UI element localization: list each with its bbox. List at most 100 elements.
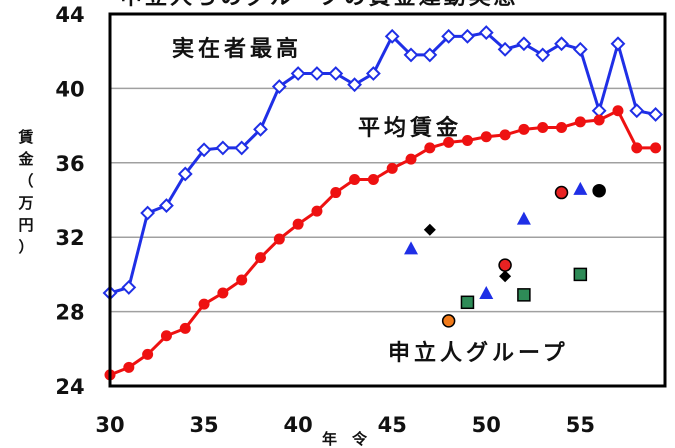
data-point (443, 136, 455, 148)
x-tick-label: 35 (189, 413, 218, 437)
data-point (556, 121, 568, 133)
data-point (236, 274, 248, 286)
group-point-triangle (479, 286, 494, 299)
data-point (347, 77, 362, 93)
data-point (253, 121, 268, 137)
group-point-circle (554, 185, 569, 200)
data-point (271, 79, 287, 94)
data-point (650, 142, 662, 154)
data-point (309, 66, 325, 81)
data-point (572, 41, 588, 57)
data-point (365, 66, 381, 81)
series-label-max: 実在者最高 (172, 36, 302, 62)
y-axis-label: 賃金 （ 万円 ） (17, 128, 34, 256)
data-point (612, 105, 624, 117)
group-point-circle (498, 258, 512, 272)
data-point (367, 174, 379, 186)
group-label: 申立人グループ (388, 340, 569, 366)
group-point-square (460, 295, 475, 310)
y-tick-label: 32 (55, 226, 84, 250)
y-tick-label: 24 (55, 375, 84, 399)
group-point-triangle (404, 241, 419, 255)
x-tick-label: 40 (284, 413, 313, 437)
data-point (518, 123, 530, 135)
data-point (330, 187, 342, 199)
group-point-circle (592, 183, 606, 198)
data-point (328, 66, 344, 81)
data-point (405, 153, 417, 165)
data-point (198, 298, 210, 310)
data-point (497, 41, 513, 57)
data-point (140, 205, 156, 221)
data-point (535, 47, 551, 63)
data-point (610, 36, 626, 52)
y-tick-label: 36 (55, 152, 84, 176)
series-label-average: 平均賃金 (358, 115, 462, 141)
data-point (631, 142, 643, 154)
y-axis-ticks: 24 28 32 36 40 44 (55, 3, 84, 399)
data-point (121, 280, 137, 295)
data-point (292, 218, 304, 230)
group-point-circle (441, 314, 456, 328)
data-point (349, 174, 361, 186)
group-point-square (517, 288, 531, 302)
grid-lines (110, 87, 665, 313)
data-point (215, 140, 231, 156)
data-point (160, 330, 172, 342)
data-point (179, 322, 191, 334)
data-point (386, 162, 398, 174)
x-axis-ticks: 30 35 40 45 50 55 (95, 413, 595, 437)
data-point (460, 28, 475, 44)
x-tick-label: 50 (472, 413, 501, 437)
data-point (123, 361, 135, 373)
y-tick-label: 44 (55, 3, 84, 27)
y-axis-label-char: 円 (18, 216, 33, 234)
group-point-square (573, 267, 588, 282)
series-max-wage (102, 25, 664, 301)
group-point-diamond (499, 270, 512, 283)
data-point (273, 233, 285, 245)
data-point (648, 107, 664, 122)
data-point (593, 114, 605, 126)
x-axis-label: 年 令 (322, 430, 368, 448)
x-tick-label: 45 (378, 413, 407, 437)
data-point (311, 205, 323, 217)
x-tick-label: 55 (566, 413, 595, 437)
data-point (516, 36, 532, 52)
x-tick-label: 30 (95, 413, 124, 437)
data-point (384, 28, 400, 44)
y-tick-label: 28 (55, 301, 84, 325)
data-point (537, 121, 549, 133)
y-axis-label-char: ） (18, 238, 33, 256)
y-axis-label-char: 賃 (17, 128, 33, 146)
data-point (177, 166, 193, 182)
data-point (403, 47, 419, 63)
data-point (255, 252, 267, 264)
group-point-diamond (423, 223, 436, 236)
data-point (574, 116, 586, 128)
y-axis-label-char: （ (18, 172, 33, 190)
data-point (554, 36, 569, 52)
y-axis-label-char: 金 (17, 150, 34, 168)
y-tick-label: 40 (55, 77, 84, 101)
data-point (234, 140, 250, 156)
data-point (499, 129, 511, 141)
applicant-group-points (404, 181, 606, 328)
data-point (142, 348, 154, 360)
plot-frame (108, 12, 667, 388)
chart-title: 申立人らのグループの賃金運動実態 (120, 0, 519, 10)
data-point (441, 28, 457, 44)
data-point (461, 134, 473, 146)
group-point-triangle (516, 211, 531, 225)
data-point (217, 287, 229, 299)
data-point (480, 131, 492, 143)
y-axis-label-char: 万 (17, 194, 33, 212)
data-point (159, 198, 174, 213)
group-point-triangle (573, 181, 588, 195)
data-point (424, 142, 436, 154)
data-point (290, 66, 306, 81)
series-average-wage (104, 105, 662, 381)
series-line (109, 108, 656, 377)
data-point (629, 103, 645, 119)
